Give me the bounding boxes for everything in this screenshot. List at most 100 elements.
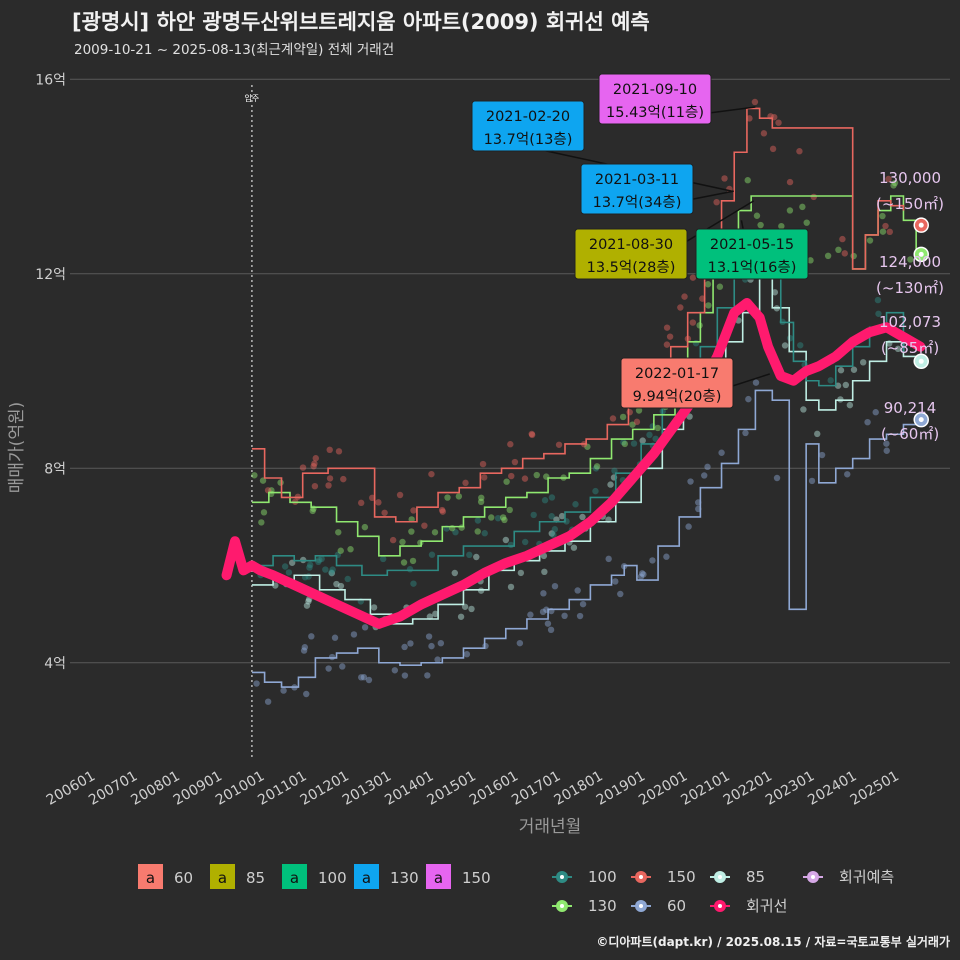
scatter-point <box>548 494 556 501</box>
legend-fill-label: 85 <box>246 869 265 887</box>
scatter-point <box>428 551 436 558</box>
legend-fill-label: 100 <box>318 869 347 887</box>
regression-line <box>221 297 926 629</box>
scatter-point <box>421 522 428 529</box>
scatter-point <box>548 513 555 520</box>
scatter-point <box>846 401 854 409</box>
series-line-150 <box>251 107 905 523</box>
scatter-point <box>866 237 874 244</box>
scatter-point <box>592 465 600 472</box>
scatter-point <box>425 633 433 640</box>
scatter-point <box>502 536 510 544</box>
scatter-point <box>775 119 782 126</box>
scatter-point <box>620 439 627 446</box>
scatter-point <box>882 222 889 230</box>
scatter-point <box>439 508 447 515</box>
scatter-point <box>381 509 388 516</box>
scatter-point <box>612 578 619 585</box>
y-tick-label: 16억 <box>35 72 66 88</box>
scatter-point <box>409 557 417 565</box>
scatter-point <box>837 396 844 403</box>
scatter-point <box>326 446 333 454</box>
scatter-point <box>540 552 548 560</box>
callout-price: 13.7억(34층) <box>593 194 682 211</box>
scatter-point <box>328 569 336 577</box>
scatter-point <box>561 612 568 620</box>
scatter-point <box>837 367 845 374</box>
forecast-label: 124,000 <box>879 253 941 271</box>
legend-fill-glyph: a <box>362 869 371 887</box>
legend-line-dot-core <box>639 875 643 879</box>
scatter-point <box>277 479 284 486</box>
scatter-point <box>481 474 488 481</box>
scatter-point <box>907 256 914 263</box>
scatter-point <box>328 653 336 661</box>
scatter-point <box>311 460 318 467</box>
callout-box <box>598 73 712 125</box>
scatter-point <box>300 647 308 654</box>
scatter-point <box>894 345 902 353</box>
scatter-point <box>839 235 846 243</box>
scatter-point <box>859 359 867 366</box>
scatter-point <box>718 449 725 456</box>
scatter-point <box>468 605 475 613</box>
scatter-point <box>808 477 816 485</box>
legend-fill-glyph: a <box>218 869 227 887</box>
scatter-point <box>329 566 336 573</box>
scatter-point <box>626 408 633 416</box>
scatter-point <box>677 304 684 311</box>
scatter-point <box>786 207 794 214</box>
scatter-point <box>401 643 408 651</box>
scatter-point <box>285 569 293 576</box>
scatter-point <box>431 529 439 536</box>
scatter-point <box>530 511 537 519</box>
scatter-point <box>473 553 480 561</box>
scatter-point <box>326 475 334 482</box>
scatter-point <box>810 193 817 201</box>
scatter-point <box>841 250 848 257</box>
legend-line-dot-core <box>639 904 643 908</box>
scatter-point <box>701 472 708 479</box>
scatter-point <box>742 429 749 437</box>
scatter-point <box>548 530 555 537</box>
scatter-point <box>689 319 697 326</box>
x-tick-label: 202501 <box>848 768 902 809</box>
scatter-point <box>875 310 882 317</box>
scatter-point <box>704 463 711 471</box>
legend-fill-swatch <box>426 864 451 889</box>
scatter-point <box>481 530 488 537</box>
scatter-point <box>663 553 670 560</box>
legend-fill-swatch <box>282 864 307 889</box>
scatter-point <box>457 613 465 620</box>
scatter-point <box>360 674 368 681</box>
callout-box <box>620 357 734 409</box>
scatter-point <box>391 667 399 674</box>
scatter-point <box>692 339 700 347</box>
scatter-point <box>499 514 507 521</box>
scatter-point <box>891 179 899 187</box>
series-line-60 <box>251 389 917 688</box>
scatter-point <box>337 582 345 590</box>
scatter-point <box>883 447 890 454</box>
legend-fill-label: 150 <box>462 869 491 887</box>
legend-line-dot-core <box>811 875 815 879</box>
callout-price: 13.5억(28층) <box>587 259 676 276</box>
scatter-point <box>835 246 842 254</box>
scatter-point <box>652 435 659 442</box>
y-axis-title: 매매가(억원) <box>7 402 27 493</box>
legend-line-label: 150 <box>667 868 696 886</box>
scatter-point <box>687 478 694 485</box>
scatter-point <box>864 418 871 426</box>
scatter-point <box>637 573 645 580</box>
scatter-point <box>528 431 536 439</box>
scatter-point <box>399 538 406 546</box>
scatter-point <box>629 421 636 428</box>
callout-date: 2022-01-17 <box>635 366 719 382</box>
callout-date: 2021-05-15 <box>710 237 794 253</box>
legend-line-dot-core <box>560 875 564 879</box>
legend-line-label: 회귀선 <box>746 897 787 915</box>
scatter-point <box>507 541 515 549</box>
scatter-point <box>617 590 624 598</box>
scatter-point <box>501 516 508 524</box>
scatter-point <box>872 409 879 416</box>
